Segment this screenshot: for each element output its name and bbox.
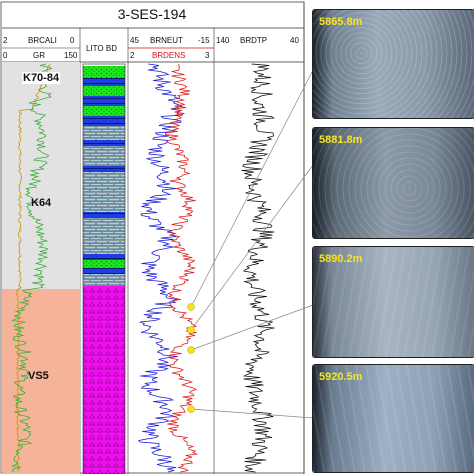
caliper-curve (15, 63, 51, 473)
caliper-min-label: 2 (3, 36, 8, 45)
neutron-curve (138, 63, 184, 473)
litho-header-label: LITO BD (86, 44, 117, 53)
core-marker-3 (187, 346, 195, 354)
caliper-name-label: BRCALI (28, 36, 57, 45)
sonic-name-label: BRDTP (240, 36, 268, 45)
core-photo-3: 5890.2m (313, 247, 474, 357)
density-curve (165, 63, 199, 473)
density-min-label: 2 (130, 51, 135, 60)
gr-max-label: 150 (64, 51, 78, 60)
density-max-label: 3 (205, 51, 210, 60)
neutron-max-label: -15 (198, 36, 210, 45)
core-marker-2 (187, 326, 195, 334)
gr-min-label: 0 (3, 51, 8, 60)
connector-line-1 (190, 69, 314, 308)
neutron-name-label: BRNEUT (150, 36, 183, 45)
zone-label-k64: K64 (31, 197, 52, 209)
zone-label-k70-84: K70-84 (22, 72, 61, 84)
core-depth-label-3: 5890.2m (319, 253, 363, 265)
core-photo-4: 5920.5m (313, 365, 474, 472)
core-depth-label-4: 5920.5m (319, 371, 363, 383)
figure-title: 3-SES-194 (117, 6, 187, 22)
core-photo-1: 5865.8m (313, 10, 474, 118)
core-depth-label-1: 5865.8m (319, 16, 363, 28)
neutron-min-label: 45 (130, 36, 139, 45)
connector-line-4 (190, 408, 314, 419)
connector-line-3 (190, 304, 314, 351)
zone-label-vs5: VS5 (28, 370, 49, 382)
core-photo-2: 5881.8m (313, 128, 474, 238)
sonic-min-label: 140 (216, 36, 230, 45)
core-marker-1 (187, 303, 195, 311)
gamma-ray-curve (11, 63, 53, 473)
gr-name-label: GR (33, 51, 45, 60)
caliper-max-label: 0 (70, 36, 75, 45)
connector-line-2 (190, 164, 314, 331)
sonic-curve (241, 63, 275, 473)
density-name-label: BRDENS (152, 51, 186, 60)
sonic-max-label: 40 (290, 36, 299, 45)
core-marker-4 (187, 405, 195, 413)
core-depth-label-2: 5881.8m (319, 134, 363, 146)
